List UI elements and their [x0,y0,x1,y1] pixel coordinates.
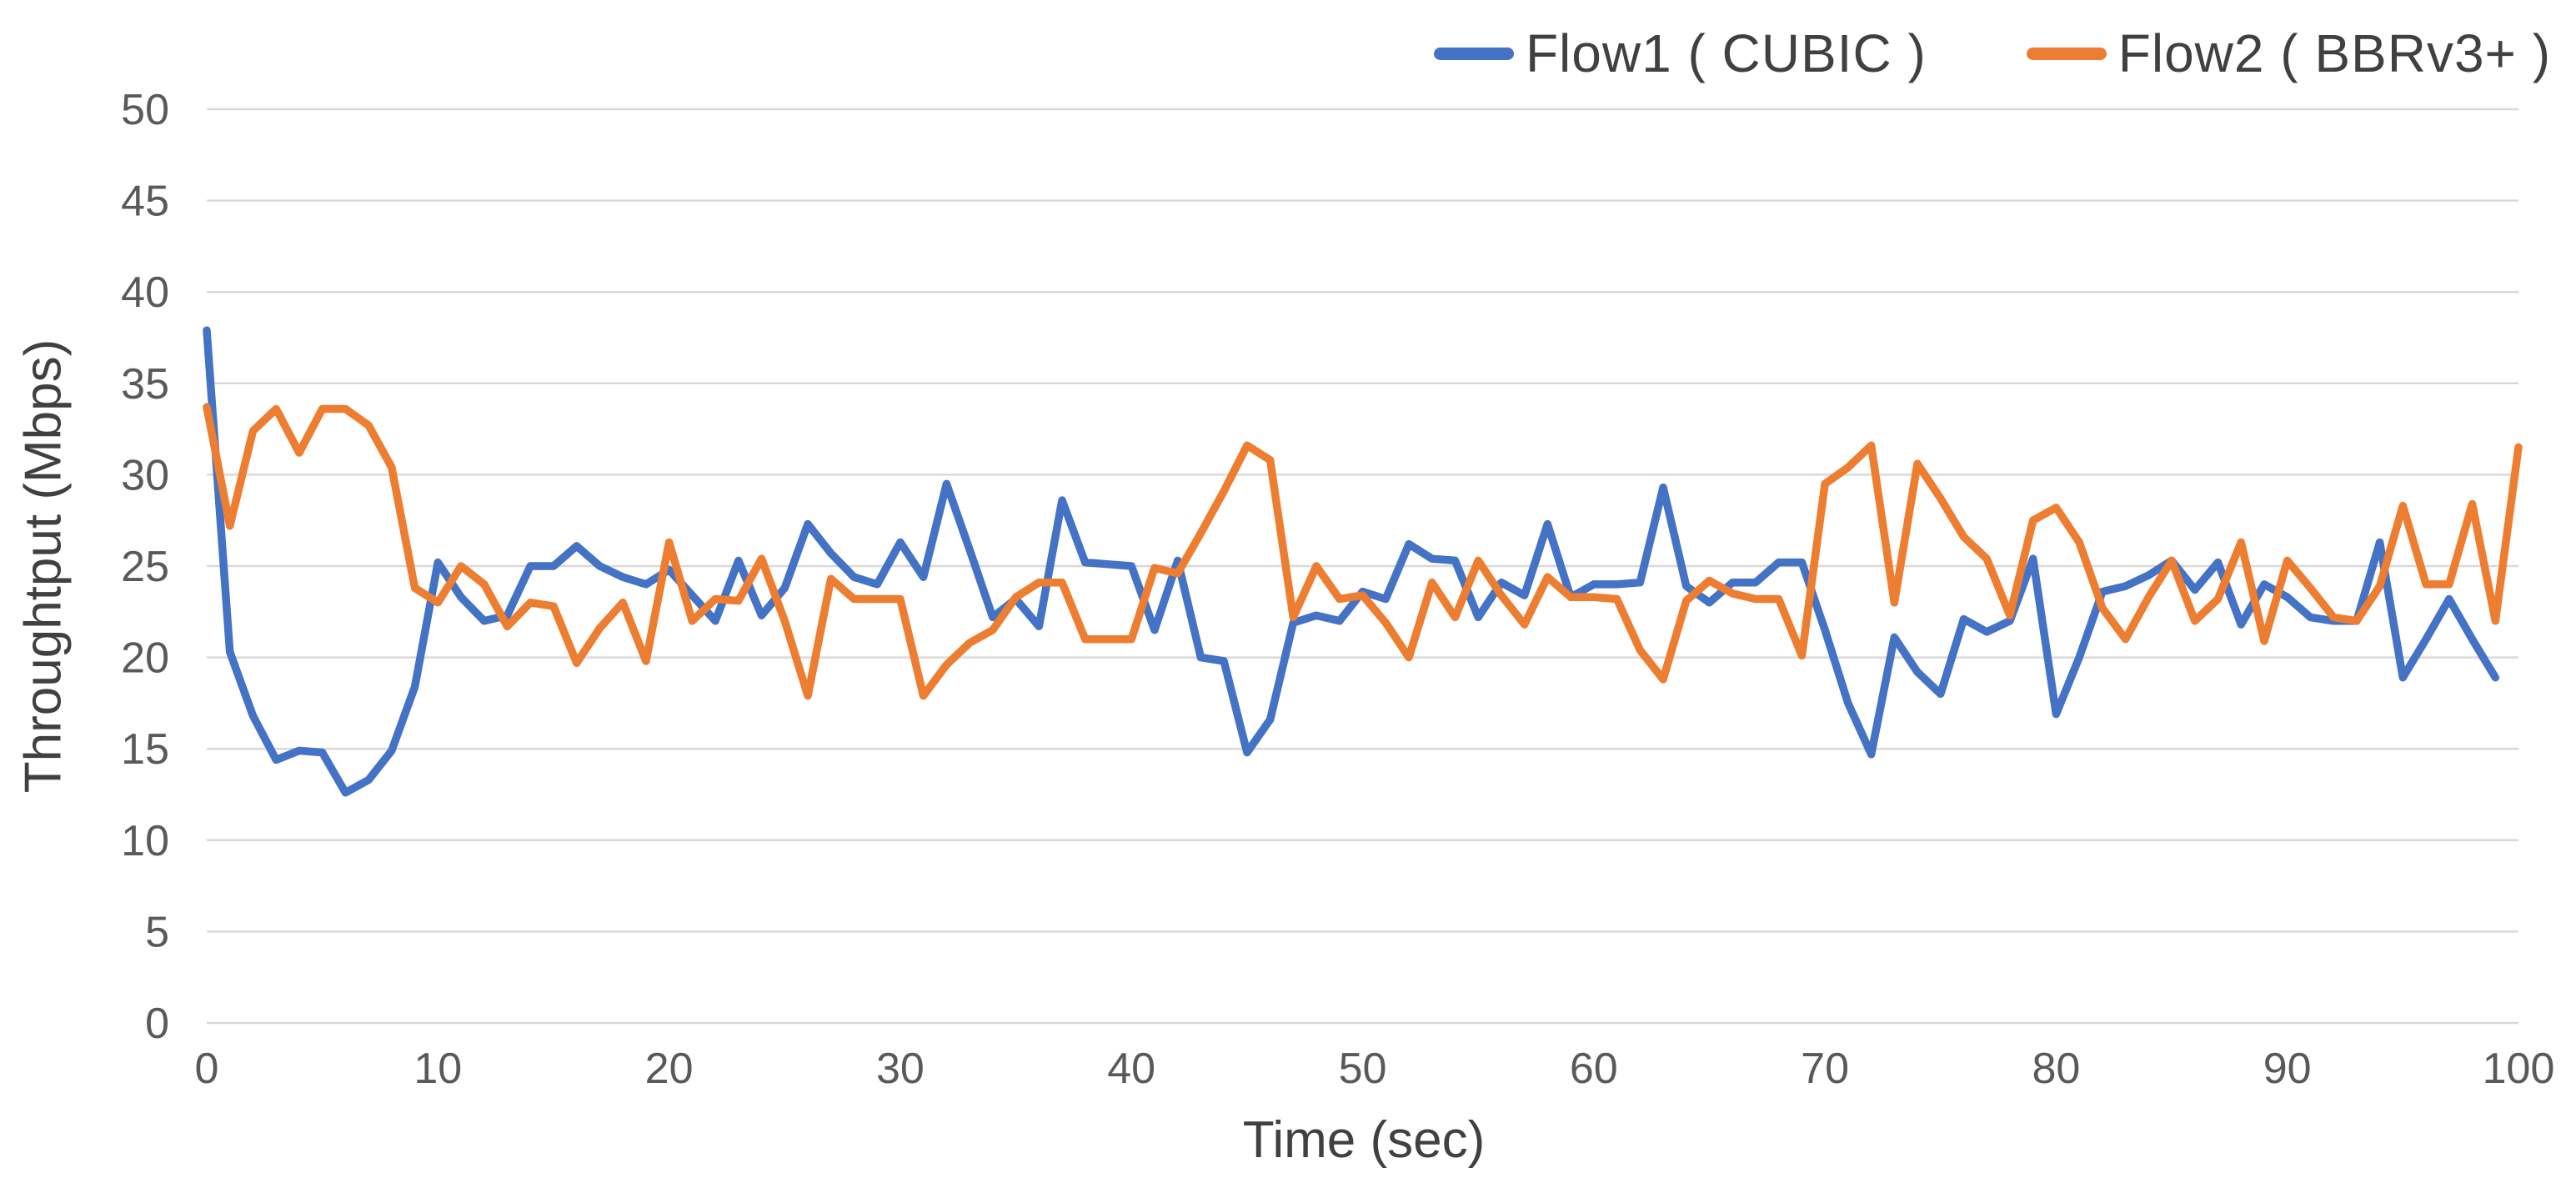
series-line-flow2-bbrv3 [203,403,2523,700]
x-tick-label: 0 [195,1045,219,1093]
legend-line-swatch-flow1 [1433,47,1514,60]
y-tick-label: 30 [121,451,169,499]
x-tick-label: 100 [2483,1045,2555,1093]
legend-label-flow2: Flow2 ( BBRv3+ ) [2117,23,2551,83]
legend-line-swatch-flow2 [2026,47,2107,60]
x-tick-label: 90 [2263,1045,2312,1093]
legend: Flow1 ( CUBIC ) Flow2 ( BBRv3+ ) [1301,12,2551,95]
y-tick-label: 0 [145,1000,169,1048]
y-tick-label: 15 [121,725,169,774]
y-tick-label: 10 [121,817,169,865]
y-tick-label: 25 [121,543,169,591]
y-tick-label: 20 [121,634,169,683]
x-tick-label: 60 [1570,1045,1618,1093]
x-tick-label: 70 [1801,1045,1849,1093]
x-tick-label: 80 [2032,1045,2080,1093]
x-tick-label: 10 [413,1045,462,1093]
y-tick-label: 50 [121,86,169,134]
x-tick-label: 50 [1339,1045,1387,1093]
x-axis-title: Time (sec) [1242,1111,1486,1169]
legend-item-flow2: Flow2 ( BBRv3+ ) [2026,23,2551,84]
series-line-flow1-cubic [203,326,2500,797]
y-tick-label: 45 [121,178,169,226]
x-tick-label: 30 [876,1045,925,1093]
y-axis-title: Throughtput (Mbps) [14,338,73,794]
x-tick-label: 40 [1107,1045,1155,1093]
legend-label-flow1: Flow1 ( CUBIC ) [1525,23,1927,83]
legend-item-flow1: Flow1 ( CUBIC ) [1433,23,1927,84]
y-tick-label: 35 [121,360,169,409]
x-tick-label: 20 [645,1045,694,1093]
y-tick-label: 5 [145,908,169,956]
y-tick-label: 40 [121,268,169,317]
